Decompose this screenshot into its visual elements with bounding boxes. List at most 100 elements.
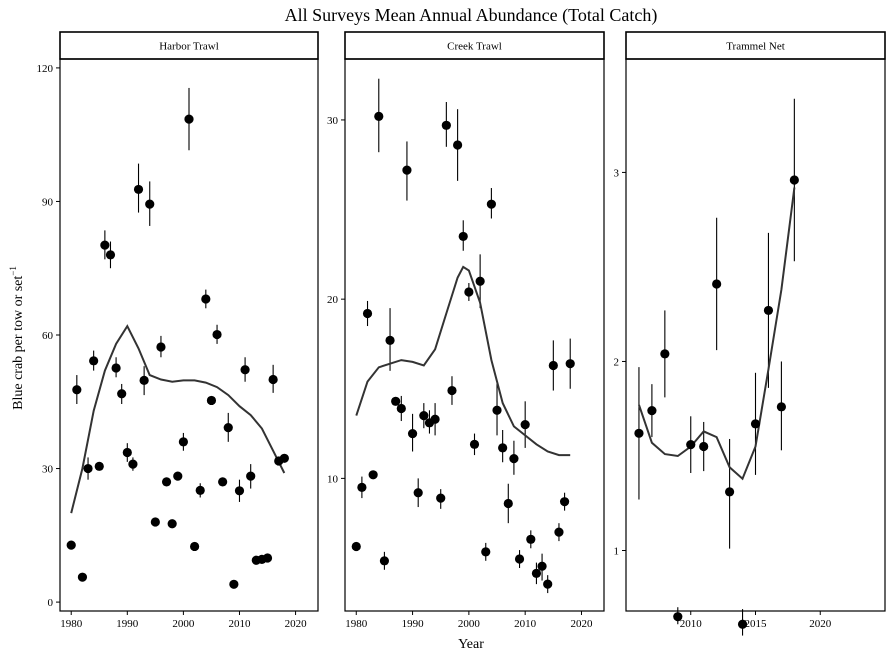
data-point (481, 547, 491, 557)
data-point (430, 414, 440, 424)
data-point (776, 402, 787, 412)
y-tick-label: 2 (614, 356, 620, 368)
data-point (789, 175, 799, 185)
data-point (94, 461, 104, 471)
y-tick-label: 30 (42, 464, 54, 476)
panel-strip-label: Creek Trawl (447, 41, 502, 53)
data-point (351, 541, 361, 552)
panel-strip-label: Trammel Net (726, 41, 785, 53)
data-point (128, 459, 138, 469)
panel-harbor-trawl: Harbor Trawl 1980 1990 2000 2010 2020 0 30 60 90 1… (37, 31, 319, 630)
data-point (464, 287, 474, 297)
data-point (469, 439, 480, 449)
data-point (178, 437, 188, 447)
data-point (368, 470, 378, 480)
data-point (201, 294, 211, 304)
data-point (229, 579, 239, 589)
y-tick-label: 90 (42, 196, 54, 208)
data-point (396, 403, 406, 414)
data-point (458, 231, 468, 242)
y-tick-label: 10 (327, 473, 339, 485)
data-point (526, 534, 536, 544)
data-point (184, 114, 194, 124)
data-point (218, 477, 228, 487)
data-point (750, 419, 761, 429)
data-point (520, 420, 530, 430)
data-point (554, 527, 564, 537)
data-point (737, 619, 748, 629)
data-point (161, 477, 172, 487)
data-point (195, 485, 205, 495)
data-point (234, 486, 245, 496)
x-tick-label: 2020 (285, 618, 308, 630)
data-point (407, 428, 418, 439)
x-tick-label: 1980 (345, 618, 368, 630)
x-tick-label: 1990 (116, 618, 139, 630)
x-tick-label: 1980 (60, 618, 83, 630)
x-tick-label: 2010 (680, 618, 703, 630)
data-point (223, 422, 233, 433)
smooth-trend-line (638, 187, 796, 481)
data-point (66, 540, 76, 550)
x-tick-label: 2010 (514, 618, 537, 630)
x-tick-label: 2015 (745, 618, 768, 630)
x-tick-label: 2010 (228, 618, 251, 630)
data-point (486, 199, 496, 209)
data-point (447, 385, 457, 396)
data-point (173, 471, 183, 481)
panel-creek-trawl: Creek Trawl 1980 1990 2000 2010 2020 10 20 30 (327, 31, 605, 630)
data-point (699, 441, 709, 452)
x-tick-label: 2000 (458, 618, 481, 630)
panel-strip (344, 31, 605, 60)
x-tick-label: 2020 (570, 618, 593, 630)
smooth-trend-line (70, 324, 286, 514)
data-point (498, 443, 508, 453)
y-tick-label: 30 (327, 115, 339, 127)
data-point (139, 375, 149, 386)
y-tick-label: 60 (42, 330, 54, 342)
chart-title: All Surveys Mean Annual Abundance (Total… (285, 5, 658, 26)
panel-frame (344, 58, 605, 612)
panel-trammel-net: Trammel Net 2010 2015 2020 1 2 3 (614, 31, 886, 636)
data-point (117, 389, 127, 399)
panel-strip-label: Harbor Trawl (159, 41, 219, 53)
data-point (559, 497, 570, 507)
data-point (77, 572, 88, 582)
data-point (441, 120, 451, 130)
data-point (100, 240, 110, 250)
data-point (391, 396, 401, 406)
data-point (150, 517, 160, 527)
data-point (374, 111, 384, 121)
data-point (268, 374, 278, 385)
data-point (763, 305, 774, 316)
y-axis-label-text: Blue crab per tow or set (11, 276, 26, 410)
data-point (548, 360, 558, 371)
data-point (279, 453, 289, 463)
data-point (531, 568, 542, 578)
data-point (686, 440, 696, 450)
data-point (83, 463, 93, 474)
data-point (453, 140, 463, 150)
data-point (413, 488, 423, 498)
data-point (246, 471, 256, 481)
data-point (565, 359, 575, 369)
data-point (167, 519, 177, 529)
y-tick-label: 20 (327, 294, 339, 306)
data-point (419, 411, 429, 421)
data-point (514, 554, 525, 564)
data-point (156, 342, 166, 352)
y-tick-label: 1 (614, 546, 620, 558)
data-point (122, 447, 132, 458)
data-point (647, 406, 657, 416)
data-point (362, 308, 373, 319)
smooth-trend-line (355, 265, 571, 457)
data-point (436, 493, 446, 503)
data-point (357, 482, 367, 492)
data-point (475, 276, 485, 286)
data-point (712, 279, 722, 289)
data-point (206, 395, 217, 406)
data-point (190, 541, 200, 552)
x-tick-label: 1990 (402, 618, 425, 630)
